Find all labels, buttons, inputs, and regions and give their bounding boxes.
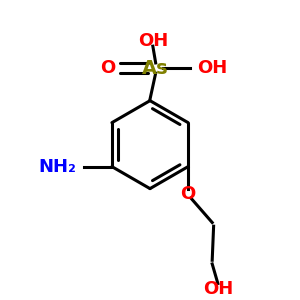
Text: NH₂: NH₂ bbox=[39, 158, 76, 175]
Text: OH: OH bbox=[197, 59, 227, 77]
Text: O: O bbox=[181, 184, 196, 202]
Text: OH: OH bbox=[138, 32, 168, 50]
Text: OH: OH bbox=[203, 280, 233, 298]
Text: O: O bbox=[100, 59, 115, 77]
Text: As: As bbox=[142, 58, 169, 77]
